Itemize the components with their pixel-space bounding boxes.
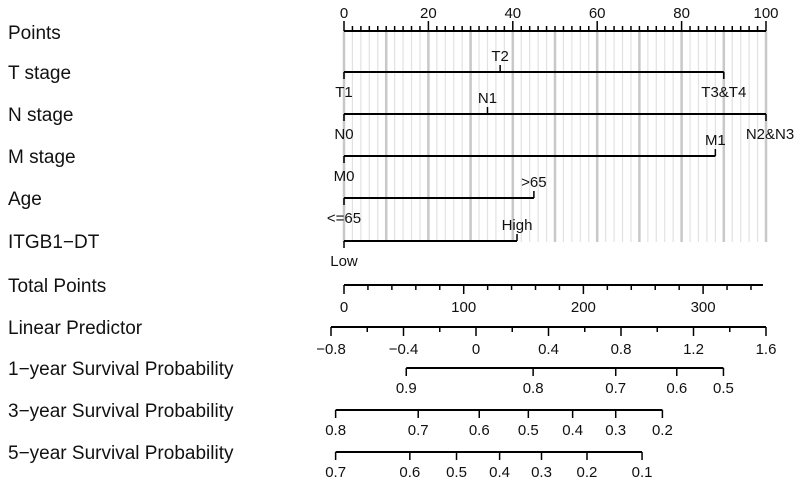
points-tick-label: 40 (504, 5, 521, 22)
points-tick-label: 20 (420, 5, 437, 22)
itgb1-dt-level-Low: Low (330, 253, 358, 270)
points-tick-label: 100 (753, 5, 778, 22)
total-points-tick-label: 0 (340, 299, 348, 316)
n-stage-level-N2N3: N2&N3 (746, 126, 794, 143)
m-stage-level-M0: M0 (334, 168, 355, 185)
total-points-tick-label: 200 (571, 299, 596, 316)
survival-3y-tick-label: 0.4 (562, 422, 583, 439)
n-stage-level-N0: N0 (334, 126, 353, 143)
survival-3y-tick-label: 0.5 (518, 422, 539, 439)
row-label-survival-3y: 3−year Survival Probability (8, 401, 234, 422)
survival-5y-tick-label: 0.4 (489, 464, 510, 481)
row-label-t-stage: T stage (8, 63, 71, 84)
row-label-survival-1y: 1−year Survival Probability (8, 359, 234, 380)
survival-1y-tick-label: 0.6 (666, 380, 687, 397)
linear-predictor-tick-label: 1.6 (756, 341, 777, 358)
t-stage-level-T2: T2 (491, 48, 509, 65)
linear-predictor-tick-label: −0.8 (316, 341, 346, 358)
survival-1y-tick-label: 0.7 (605, 380, 626, 397)
survival-5y-tick-label: 0.2 (577, 464, 598, 481)
t-stage-level-T3T4: T3&T4 (701, 84, 746, 101)
survival-5y-tick-label: 0.1 (632, 464, 653, 481)
survival-3y-tick-label: 0.2 (652, 422, 673, 439)
total-points-tick-label: 300 (691, 299, 716, 316)
row-label-linear-predictor: Linear Predictor (8, 318, 143, 339)
survival-5y-tick-label: 0.5 (446, 464, 467, 481)
points-tick-label: 60 (589, 5, 606, 22)
row-label-points: Points (8, 23, 61, 44)
total-points-tick-label: 100 (451, 299, 476, 316)
m-stage-level-M1: M1 (705, 132, 726, 149)
survival-3y-tick-label: 0.3 (605, 422, 626, 439)
survival-5y-tick-label: 0.7 (325, 464, 346, 481)
row-label-m-stage: M stage (8, 147, 76, 168)
linear-predictor-tick-label: 0.8 (611, 341, 632, 358)
linear-predictor-tick-label: 0 (472, 341, 480, 358)
survival-5y-tick-label: 0.6 (399, 464, 420, 481)
row-labels: Points T stage N stage M stage Age ITGB1−DT To… (8, 23, 234, 464)
t-stage-level-T1: T1 (335, 84, 353, 101)
survival-1y-tick-label: 0.5 (713, 380, 734, 397)
row-label-n-stage: N stage (8, 105, 73, 126)
survival-3y-tick-label: 0.6 (469, 422, 490, 439)
points-tick-label: 80 (673, 5, 690, 22)
linear-predictor-tick-label: 0.4 (538, 341, 559, 358)
row-label-survival-5y: 5−year Survival Probability (8, 443, 234, 464)
points-tick-label: 0 (340, 5, 348, 22)
row-label-total-points: Total Points (8, 276, 106, 297)
age-level-65: <=65 (327, 210, 361, 227)
grid-layer (342, 31, 768, 242)
survival-1y-tick-label: 0.8 (523, 380, 544, 397)
row-label-age: Age (8, 189, 42, 210)
survival-5y-tick-label: 0.3 (531, 464, 552, 481)
row-label-itgb1-dt: ITGB1−DT (8, 232, 100, 253)
age-level-65: >65 (521, 174, 546, 191)
n-stage-level-N1: N1 (478, 90, 497, 107)
survival-1y-tick-label: 0.9 (396, 380, 417, 397)
survival-3y-tick-label: 0.8 (325, 422, 346, 439)
itgb1-dt-level-High: High (502, 217, 533, 234)
survival-3y-tick-label: 0.7 (408, 422, 429, 439)
linear-predictor-tick-label: 1.2 (683, 341, 704, 358)
linear-predictor-tick-label: −0.4 (389, 341, 419, 358)
axes-layer: 0 20 40 60 80 100 T1 T2 T3&T4 N0 N1 N2&N3 M0 M1 <=65 >6… (316, 5, 794, 481)
